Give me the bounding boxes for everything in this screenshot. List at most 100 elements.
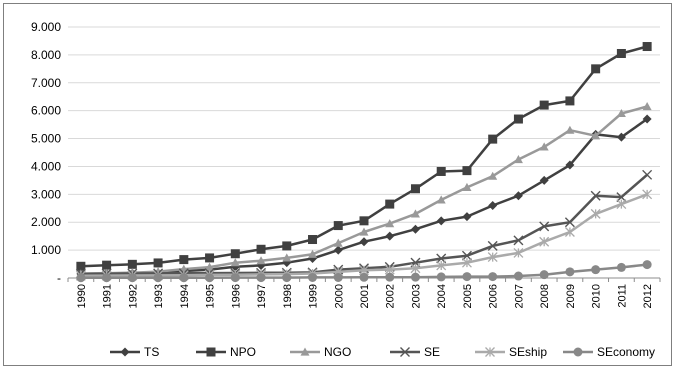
- legend-label: SEship: [509, 345, 547, 359]
- data-point: [359, 227, 369, 236]
- x-tick-label: 1997: [256, 284, 268, 308]
- data-point: [410, 184, 420, 194]
- y-tick-label: 5.000: [31, 132, 61, 146]
- x-tick-label: 1998: [282, 284, 294, 308]
- data-point: [385, 199, 395, 209]
- series-line: [80, 105, 648, 276]
- data-point: [205, 273, 215, 283]
- data-point: [642, 189, 653, 200]
- legend: TS NPO NGO SE SEship SEconomy: [110, 345, 655, 359]
- data-point: [333, 272, 343, 282]
- data-point: [513, 191, 523, 201]
- data-point: [616, 48, 626, 58]
- data-point: [153, 273, 163, 283]
- data-point: [230, 273, 240, 283]
- data-point: [102, 273, 112, 283]
- data-point: [488, 134, 498, 144]
- legend-label: NPO: [230, 345, 256, 359]
- x-tick-label: 2003: [410, 284, 422, 308]
- data-point: [153, 258, 163, 268]
- x-tick-label: 1994: [179, 284, 191, 308]
- data-point: [564, 227, 575, 237]
- data-point: [487, 252, 498, 263]
- data-point: [590, 190, 601, 201]
- x-tick-label: 1996: [230, 284, 242, 308]
- y-axis-tick-labels: - 1.000 2.000 3.000 4.000 5.000 6.000 7.000 8.00…: [31, 20, 61, 285]
- data-point: [565, 267, 575, 277]
- data-point: [485, 347, 495, 357]
- x-tick-label: 2002: [385, 284, 397, 308]
- y-tick-label: 2.000: [31, 215, 61, 229]
- data-point: [436, 195, 446, 204]
- data-point: [256, 273, 266, 283]
- x-tick-label: 1990: [76, 284, 88, 308]
- y-tick-label: 4.000: [31, 159, 61, 173]
- data-point: [539, 221, 550, 232]
- series-seconomy: [76, 260, 652, 283]
- data-point: [385, 219, 395, 228]
- legend-label: SEconomy: [597, 345, 655, 359]
- data-point: [616, 108, 626, 118]
- data-point: [76, 261, 86, 271]
- data-point: [308, 235, 318, 245]
- data-point: [616, 132, 626, 142]
- data-point: [461, 250, 472, 261]
- series-ngo: [76, 101, 652, 278]
- x-tick-label: 1992: [127, 284, 139, 308]
- data-point: [591, 265, 601, 275]
- y-tick-label: 9.000: [31, 20, 61, 34]
- data-point: [436, 253, 447, 264]
- x-tick-label: 2004: [436, 284, 448, 308]
- data-point: [436, 216, 446, 226]
- data-point: [487, 240, 498, 251]
- data-point: [384, 264, 395, 275]
- x-tick-label: 1991: [102, 284, 114, 308]
- data-point: [102, 260, 112, 270]
- data-point: [179, 255, 189, 265]
- x-tick-label: 2008: [539, 284, 551, 308]
- data-point: [333, 245, 343, 255]
- data-point: [436, 166, 446, 176]
- data-point: [127, 273, 137, 283]
- data-point: [642, 169, 653, 180]
- data-point: [462, 166, 472, 176]
- x-tick-label: 2001: [359, 284, 371, 308]
- data-point: [642, 42, 652, 52]
- series-lines: [75, 42, 653, 283]
- data-point: [462, 212, 472, 222]
- data-point: [205, 262, 215, 271]
- data-point: [573, 347, 583, 357]
- data-point: [400, 347, 410, 357]
- data-point: [179, 273, 189, 283]
- data-point: [565, 96, 575, 106]
- data-point: [230, 258, 240, 267]
- data-point: [539, 175, 549, 185]
- data-point: [359, 237, 369, 247]
- y-tick-label: 6.000: [31, 104, 61, 118]
- legend-item-seship: SEship: [475, 345, 547, 359]
- data-point: [359, 272, 369, 282]
- data-point: [539, 100, 549, 110]
- data-point: [333, 238, 343, 247]
- data-point: [591, 64, 601, 74]
- y-tick-label: 1.000: [31, 243, 61, 257]
- x-axis-tick-labels: 1990 1991 1992 1993 1994 1995 1996 1997 1998 1999…: [76, 284, 654, 308]
- x-tick-label: 1999: [308, 284, 320, 308]
- y-tick-label: -: [57, 271, 61, 285]
- data-point: [564, 217, 575, 228]
- x-tick-label: 2010: [591, 284, 603, 308]
- data-point: [642, 260, 652, 270]
- legend-item-se: SE: [390, 345, 440, 359]
- data-point: [513, 154, 523, 164]
- data-point: [488, 200, 498, 210]
- data-point: [539, 142, 549, 151]
- x-tick-label: 2006: [488, 284, 500, 308]
- data-point: [359, 216, 369, 226]
- data-point: [436, 260, 447, 271]
- legend-item-ngo: NGO: [290, 345, 351, 359]
- legend-label: TS: [144, 345, 159, 359]
- x-tick-label: 2000: [333, 284, 345, 308]
- x-tick-label: 2009: [565, 284, 577, 308]
- data-point: [513, 235, 524, 246]
- data-point: [591, 131, 601, 140]
